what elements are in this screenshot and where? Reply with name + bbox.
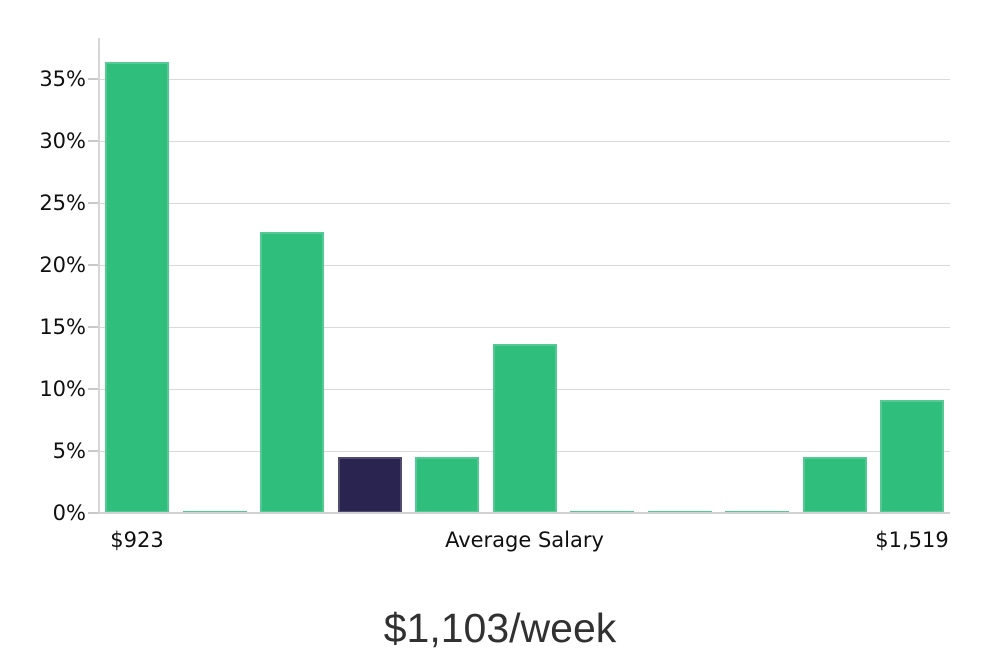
y-axis-tickmark — [88, 326, 98, 328]
bar — [260, 231, 324, 513]
bar — [182, 510, 247, 513]
y-axis-tickmark — [88, 264, 98, 266]
y-axis-tickmark — [88, 450, 98, 452]
y-tick-label: 10% — [39, 377, 86, 401]
bar — [337, 457, 402, 513]
chart-title: $1,103/week — [383, 605, 617, 651]
y-tick-label: 25% — [39, 191, 86, 215]
y-tick-label: 15% — [39, 315, 86, 339]
y-axis-tickmark — [88, 202, 98, 204]
y-tick-label: 5% — [52, 439, 86, 463]
x-tick-label: Average Salary — [445, 528, 604, 552]
y-tick-label: 35% — [39, 67, 86, 91]
bar — [725, 510, 789, 513]
y-axis-tickmark — [88, 388, 98, 390]
bar — [647, 510, 712, 513]
bar — [570, 510, 634, 513]
bar — [802, 457, 867, 513]
y-tick-label: 20% — [39, 253, 86, 277]
plot-area — [98, 38, 950, 514]
y-axis-tickmark — [88, 512, 98, 514]
y-axis-tickmark — [88, 140, 98, 142]
x-tick-label: $1,519 — [875, 528, 949, 552]
x-tick-label: $923 — [110, 528, 164, 552]
gridline — [98, 202, 950, 204]
x-axis-line — [98, 512, 950, 514]
y-tick-label: 30% — [39, 129, 86, 153]
bar — [415, 457, 479, 513]
gridline — [98, 140, 950, 142]
y-axis-tickmark — [88, 78, 98, 80]
gridline — [98, 264, 950, 266]
bar — [105, 61, 169, 513]
gridline — [98, 78, 950, 80]
y-axis-line — [98, 38, 100, 513]
y-tick-label: 0% — [52, 501, 86, 525]
bar — [492, 344, 557, 513]
gridline — [98, 326, 950, 328]
bar — [880, 400, 944, 513]
